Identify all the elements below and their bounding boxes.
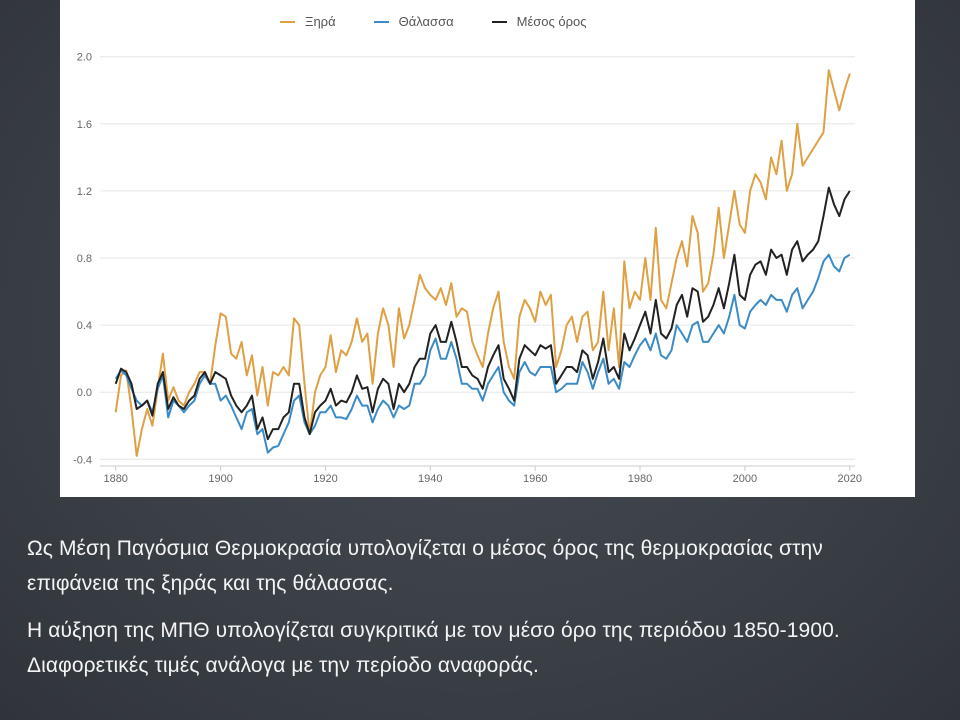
legend-item-ocean: Θάλασσα bbox=[373, 14, 454, 29]
series-line-average bbox=[114, 186, 851, 441]
legend-label-ocean: Θάλασσα bbox=[398, 14, 454, 29]
legend-swatch-ocean bbox=[373, 20, 389, 23]
chart-legend: Ξηρά Θάλασσα Μέσος όρος bbox=[280, 14, 586, 29]
x-tick-label: 2000 bbox=[733, 473, 757, 485]
x-tick-label: 1980 bbox=[628, 473, 652, 485]
y-tick-label: 1.6 bbox=[77, 119, 92, 131]
body-text-line: Ως Μέση Παγόσμια Θερμοκρασία υπολογίζετα… bbox=[27, 537, 823, 560]
legend-label-average: Μέσος όρος bbox=[516, 14, 587, 29]
y-tick-label: 0.0 bbox=[77, 387, 92, 399]
y-tick-label: 0.4 bbox=[77, 320, 92, 332]
x-tick-label: 1940 bbox=[418, 473, 442, 485]
body-text-line: Η αύξηση της ΜΠΘ υπολογίζεται συγκριτικά… bbox=[27, 619, 840, 642]
x-tick-label: 1960 bbox=[523, 473, 547, 485]
body-text-line: επιφάνεια της ξηράς και της θάλασσας. bbox=[27, 572, 394, 595]
legend-item-average: Μέσος όρος bbox=[491, 14, 587, 29]
legend-swatch-average bbox=[491, 20, 507, 23]
y-tick-label: -0.4 bbox=[73, 454, 92, 466]
temperature-line-chart: -0.4 0.0 0.4 0.8 1.2 1.6 2.0 1880 1900 1920 1940 19… bbox=[73, 52, 862, 485]
legend-label-land: Ξηρά bbox=[305, 14, 336, 29]
series-line-land bbox=[114, 69, 851, 457]
legend-item-land: Ξηρά bbox=[280, 14, 336, 29]
y-tick-label: 0.8 bbox=[77, 253, 92, 265]
legend-swatch-land bbox=[280, 20, 295, 23]
x-tick-label: 2020 bbox=[838, 473, 862, 485]
y-tick-label: 1.2 bbox=[77, 186, 92, 198]
body-text-line: Διαφορετικές τιμές ανάλογα με την περίοδ… bbox=[27, 654, 539, 677]
x-tick-label: 1920 bbox=[313, 473, 337, 485]
series-line-ocean bbox=[114, 253, 851, 454]
chart-panel: -0.4 0.0 0.4 0.8 1.2 1.6 2.0 1880 1900 1920 1940 19… bbox=[60, 0, 915, 497]
y-tick-label: 2.0 bbox=[77, 52, 92, 64]
x-tick-label: 1880 bbox=[103, 473, 127, 485]
x-tick-label: 1900 bbox=[208, 473, 232, 485]
